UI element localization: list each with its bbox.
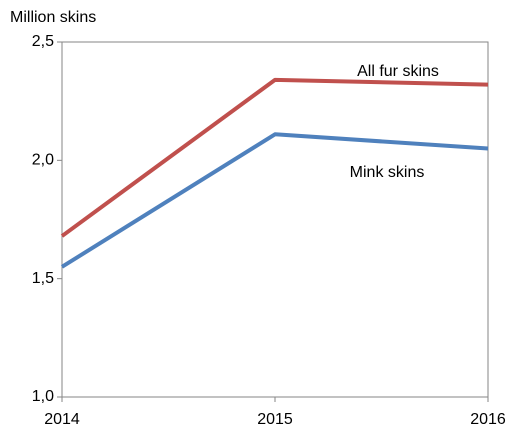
x-tick-label: 2015 [257,411,293,428]
y-tick-label: 2,5 [32,33,54,50]
plot-frame [61,41,489,398]
x-tick-label: 2014 [44,411,80,428]
series-label: All fur skins [357,63,439,80]
x-tick-label: 2016 [470,411,506,428]
y-tick-label: 2,0 [32,152,54,169]
y-tick-label: 1,5 [32,270,54,287]
series-line [60,132,489,269]
series-line [60,77,489,238]
y-axis-label: Million skins [10,9,96,26]
y-tick-label: 1,0 [32,388,54,405]
series-label: Mink skins [350,164,425,181]
